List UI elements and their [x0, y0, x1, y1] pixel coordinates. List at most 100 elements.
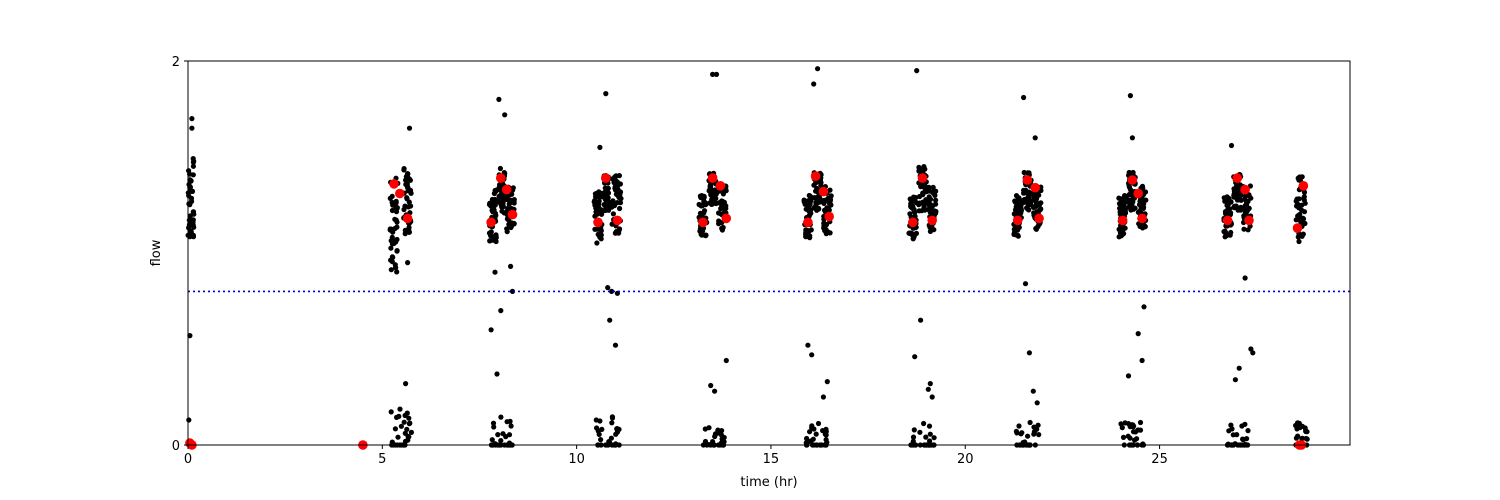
- raw-point: [496, 193, 502, 199]
- raw-point: [1240, 436, 1246, 442]
- raw-point: [394, 248, 400, 254]
- x-tick-label: 20: [957, 452, 974, 467]
- highlight-point: [1298, 181, 1309, 191]
- raw-point: [388, 409, 394, 415]
- raw-point: [389, 207, 395, 214]
- raw-point: [506, 201, 512, 207]
- raw-point: [805, 205, 811, 211]
- highlight-point: [593, 217, 603, 228]
- y-tick-label: 2: [172, 55, 180, 70]
- raw-outlier-point: [1250, 350, 1256, 356]
- raw-point: [723, 205, 729, 211]
- raw-point: [1294, 203, 1300, 209]
- raw-point: [822, 228, 828, 234]
- raw-point: [389, 199, 395, 205]
- raw-point: [1242, 193, 1249, 199]
- raw-outlier-point: [1030, 388, 1036, 394]
- raw-point: [508, 423, 514, 429]
- raw-outlier-point: [1228, 142, 1235, 149]
- raw-point: [918, 184, 924, 190]
- raw-point: [489, 237, 495, 243]
- raw-point: [931, 435, 937, 441]
- raw-outlier-point: [508, 263, 514, 269]
- raw-outlier-point: [811, 81, 817, 87]
- raw-point: [1116, 234, 1122, 240]
- raw-point: [190, 156, 196, 162]
- highlight-point: [1232, 173, 1243, 183]
- raw-point: [392, 264, 399, 271]
- raw-point: [496, 185, 502, 191]
- raw-point: [608, 435, 615, 441]
- raw-outlier-point: [1125, 373, 1132, 379]
- raw-point: [1016, 423, 1022, 429]
- raw-outlier-point: [609, 288, 615, 294]
- raw-outlier-point: [186, 417, 192, 423]
- raw-point: [931, 190, 937, 196]
- raw-point: [813, 431, 819, 437]
- raw-point: [1117, 211, 1123, 217]
- raw-point: [1036, 432, 1042, 438]
- raw-point: [803, 227, 809, 233]
- raw-point: [612, 187, 619, 193]
- raw-point: [818, 180, 824, 186]
- raw-point: [1136, 202, 1143, 208]
- raw-point: [911, 427, 917, 433]
- raw-outlier-point: [710, 71, 716, 77]
- raw-outlier-point: [1021, 94, 1027, 101]
- raw-point: [931, 227, 937, 233]
- raw-point: [1139, 183, 1146, 189]
- raw-point: [913, 230, 920, 236]
- raw-point: [395, 434, 401, 440]
- raw-point: [1025, 433, 1031, 439]
- highlight-point: [1012, 215, 1023, 226]
- raw-point: [916, 164, 922, 170]
- raw-point: [807, 429, 813, 435]
- highlight-point: [501, 184, 512, 195]
- raw-point: [1034, 426, 1040, 432]
- raw-outlier-point: [488, 327, 494, 333]
- highlight-point: [917, 173, 928, 183]
- raw-point: [697, 193, 704, 199]
- raw-outlier-point: [805, 342, 811, 348]
- raw-point: [493, 232, 499, 238]
- plot-frame: [187, 60, 1351, 446]
- raw-point: [801, 197, 807, 203]
- raw-point: [1228, 229, 1234, 236]
- raw-point: [408, 190, 414, 196]
- raw-point: [1226, 197, 1232, 203]
- raw-point: [1299, 202, 1305, 208]
- raw-point: [1141, 201, 1147, 207]
- raw-point: [1300, 231, 1306, 237]
- raw-outlier-point: [820, 394, 827, 400]
- raw-point: [504, 196, 510, 202]
- raw-point: [1116, 201, 1123, 207]
- raw-point: [1245, 428, 1251, 434]
- highlight-point: [818, 186, 829, 197]
- raw-point: [917, 193, 923, 200]
- raw-point: [1297, 424, 1303, 431]
- highlight-point: [1133, 188, 1143, 199]
- raw-outlier-point: [708, 382, 714, 389]
- raw-point: [188, 230, 194, 236]
- raw-point: [498, 414, 504, 420]
- raw-point: [601, 202, 607, 208]
- raw-point: [612, 179, 618, 185]
- raw-point: [488, 233, 494, 239]
- raw-outlier-point: [1232, 377, 1238, 383]
- raw-point: [1122, 193, 1128, 199]
- x-tick-label: 10: [568, 452, 585, 467]
- raw-point: [923, 434, 929, 440]
- raw-point: [933, 201, 939, 207]
- raw-outlier-point: [815, 66, 821, 72]
- raw-point: [712, 431, 719, 437]
- raw-point: [1295, 234, 1301, 240]
- raw-point: [806, 192, 812, 199]
- highlight-point: [1222, 215, 1233, 226]
- raw-point: [389, 259, 395, 265]
- raw-point: [611, 201, 617, 207]
- raw-point: [1293, 217, 1299, 223]
- raw-point: [909, 230, 915, 236]
- raw-point: [187, 184, 193, 190]
- raw-point: [190, 209, 197, 215]
- raw-outlier-point: [391, 240, 397, 246]
